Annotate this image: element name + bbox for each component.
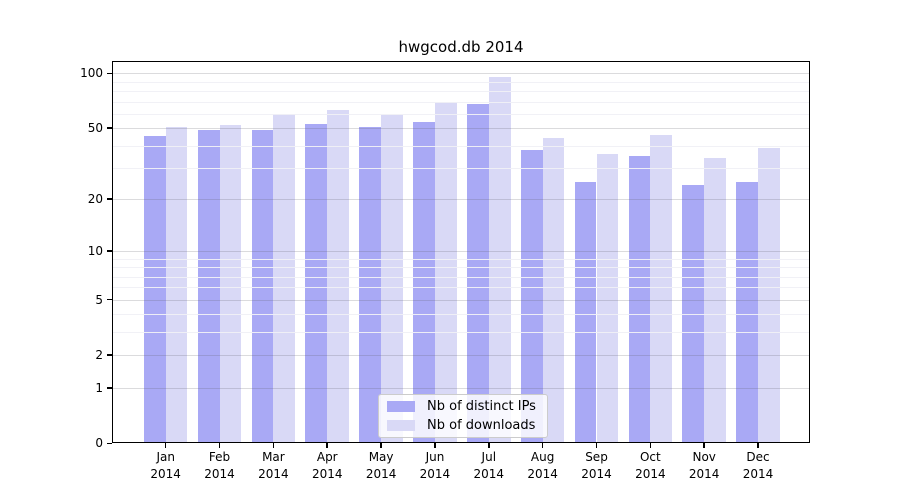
x-tick-nov-2014	[703, 443, 705, 449]
plot-area	[112, 61, 810, 444]
x-tick-aug-2014	[541, 443, 544, 449]
y-tick-label-100: 100	[80, 66, 103, 81]
gridline-minor-7	[112, 276, 810, 278]
legend: Nb of distinct IPs Nb of downloads	[378, 394, 548, 438]
x-tick-label-dec-2014: Dec 2014	[742, 450, 774, 482]
legend-item-nb-of-distinct-ips: Nb of distinct IPs	[379, 399, 547, 414]
y-tick-5	[107, 298, 112, 301]
gridline-2	[112, 355, 810, 357]
y-tick-100	[107, 72, 112, 75]
legend-label-nb-of-downloads: Nb of downloads	[427, 418, 536, 433]
gridline-minor-40	[112, 145, 810, 147]
bar-nb-of-downloads-feb-2014	[219, 124, 242, 444]
x-tick-label-may-2014: May 2014	[365, 450, 397, 482]
y-tick-50	[107, 127, 112, 129]
bar-nb-of-distinct-ips-nov-2014	[682, 185, 705, 444]
x-tick-apr-2014	[326, 443, 329, 449]
legend-swatch-nb-of-distinct-ips	[387, 401, 415, 412]
bar-nb-of-downloads-sep-2014	[596, 153, 619, 444]
bar-nb-of-distinct-ips-apr-2014	[305, 123, 328, 444]
bar-nb-of-distinct-ips-jun-2014	[413, 122, 435, 444]
x-tick-label-jul-2014: Jul 2014	[473, 450, 505, 482]
bar-nb-of-downloads-jan-2014	[165, 126, 188, 444]
y-tick-label-0: 0	[95, 436, 103, 451]
gridline-minor-3	[112, 332, 810, 334]
bar-nb-of-downloads-aug-2014	[542, 138, 565, 444]
gridline-minor-80	[112, 90, 810, 92]
y-tick-2	[107, 354, 112, 357]
legend-label-nb-of-distinct-ips: Nb of distinct IPs	[427, 399, 536, 414]
y-tick-label-2: 2	[95, 348, 103, 363]
x-tick-label-oct-2014: Oct 2014	[635, 450, 666, 482]
gridline-5	[112, 299, 810, 301]
x-tick-jun-2014	[434, 443, 436, 449]
legend-item-nb-of-downloads: Nb of downloads	[379, 418, 547, 433]
gridline-minor-30	[112, 167, 810, 169]
chart-title: hwgcod.db 2014	[398, 38, 524, 56]
bar-nb-of-downloads-dec-2014	[758, 147, 780, 444]
bar-nb-of-downloads-mar-2014	[273, 113, 296, 444]
legend-swatch-nb-of-downloads	[387, 420, 415, 431]
x-tick-mar-2014	[272, 443, 275, 449]
bar-nb-of-distinct-ips-oct-2014	[628, 156, 651, 444]
y-tick-0	[107, 442, 112, 445]
x-tick-label-jun-2014: Jun 2014	[419, 450, 451, 482]
y-tick-label-50: 50	[87, 121, 103, 136]
bar-nb-of-distinct-ips-may-2014	[359, 126, 382, 444]
bar-nb-of-distinct-ips-jan-2014	[143, 136, 166, 444]
x-tick-label-jan-2014: Jan 2014	[150, 450, 181, 482]
x-tick-label-nov-2014: Nov 2014	[688, 450, 720, 482]
gridline-minor-4	[112, 314, 810, 316]
x-tick-may-2014	[380, 443, 382, 449]
y-tick-label-5: 5	[95, 292, 103, 307]
x-tick-jul-2014	[488, 443, 490, 449]
gridline-50	[112, 128, 810, 130]
gridline-minor-60	[112, 113, 810, 115]
gridline-minor-70	[112, 101, 810, 103]
x-tick-label-sep-2014: Sep 2014	[581, 450, 612, 482]
gridline-minor-6	[112, 287, 810, 289]
gridline-minor-9	[112, 258, 810, 260]
bar-nb-of-downloads-jun-2014	[434, 101, 457, 444]
y-tick-label-10: 10	[87, 244, 103, 259]
bar-nb-of-distinct-ips-aug-2014	[520, 149, 543, 444]
x-tick-dec-2014	[757, 443, 759, 449]
gridline-minor-8	[112, 267, 810, 269]
y-tick-10	[107, 250, 112, 252]
bar-nb-of-distinct-ips-mar-2014	[251, 129, 274, 444]
y-tick-1	[107, 386, 112, 389]
bar-nb-of-distinct-ips-dec-2014	[736, 182, 759, 444]
bar-nb-of-distinct-ips-sep-2014	[574, 182, 597, 444]
gridline-100	[112, 73, 810, 75]
x-tick-feb-2014	[218, 443, 221, 449]
x-tick-label-aug-2014: Aug 2014	[527, 450, 558, 482]
bar-nb-of-distinct-ips-jul-2014	[467, 103, 489, 444]
gridline-minor-90	[112, 81, 810, 83]
x-tick-label-mar-2014: Mar 2014	[258, 450, 289, 482]
bar-nb-of-downloads-oct-2014	[650, 134, 673, 444]
x-tick-label-feb-2014: Feb 2014	[204, 450, 235, 482]
bar-nb-of-downloads-may-2014	[381, 115, 403, 444]
y-tick-label-1: 1	[95, 380, 103, 395]
x-tick-oct-2014	[649, 443, 652, 449]
x-tick-sep-2014	[595, 443, 598, 449]
bar-nb-of-downloads-nov-2014	[704, 158, 726, 444]
gridline-1	[112, 387, 810, 389]
y-tick-label-20: 20	[87, 192, 103, 207]
gridline-10	[112, 251, 810, 253]
bar-nb-of-distinct-ips-feb-2014	[197, 129, 220, 444]
gridline-20	[112, 199, 810, 201]
x-tick-jan-2014	[164, 443, 167, 449]
x-tick-label-apr-2014: Apr 2014	[311, 450, 343, 482]
y-tick-20	[107, 198, 112, 200]
